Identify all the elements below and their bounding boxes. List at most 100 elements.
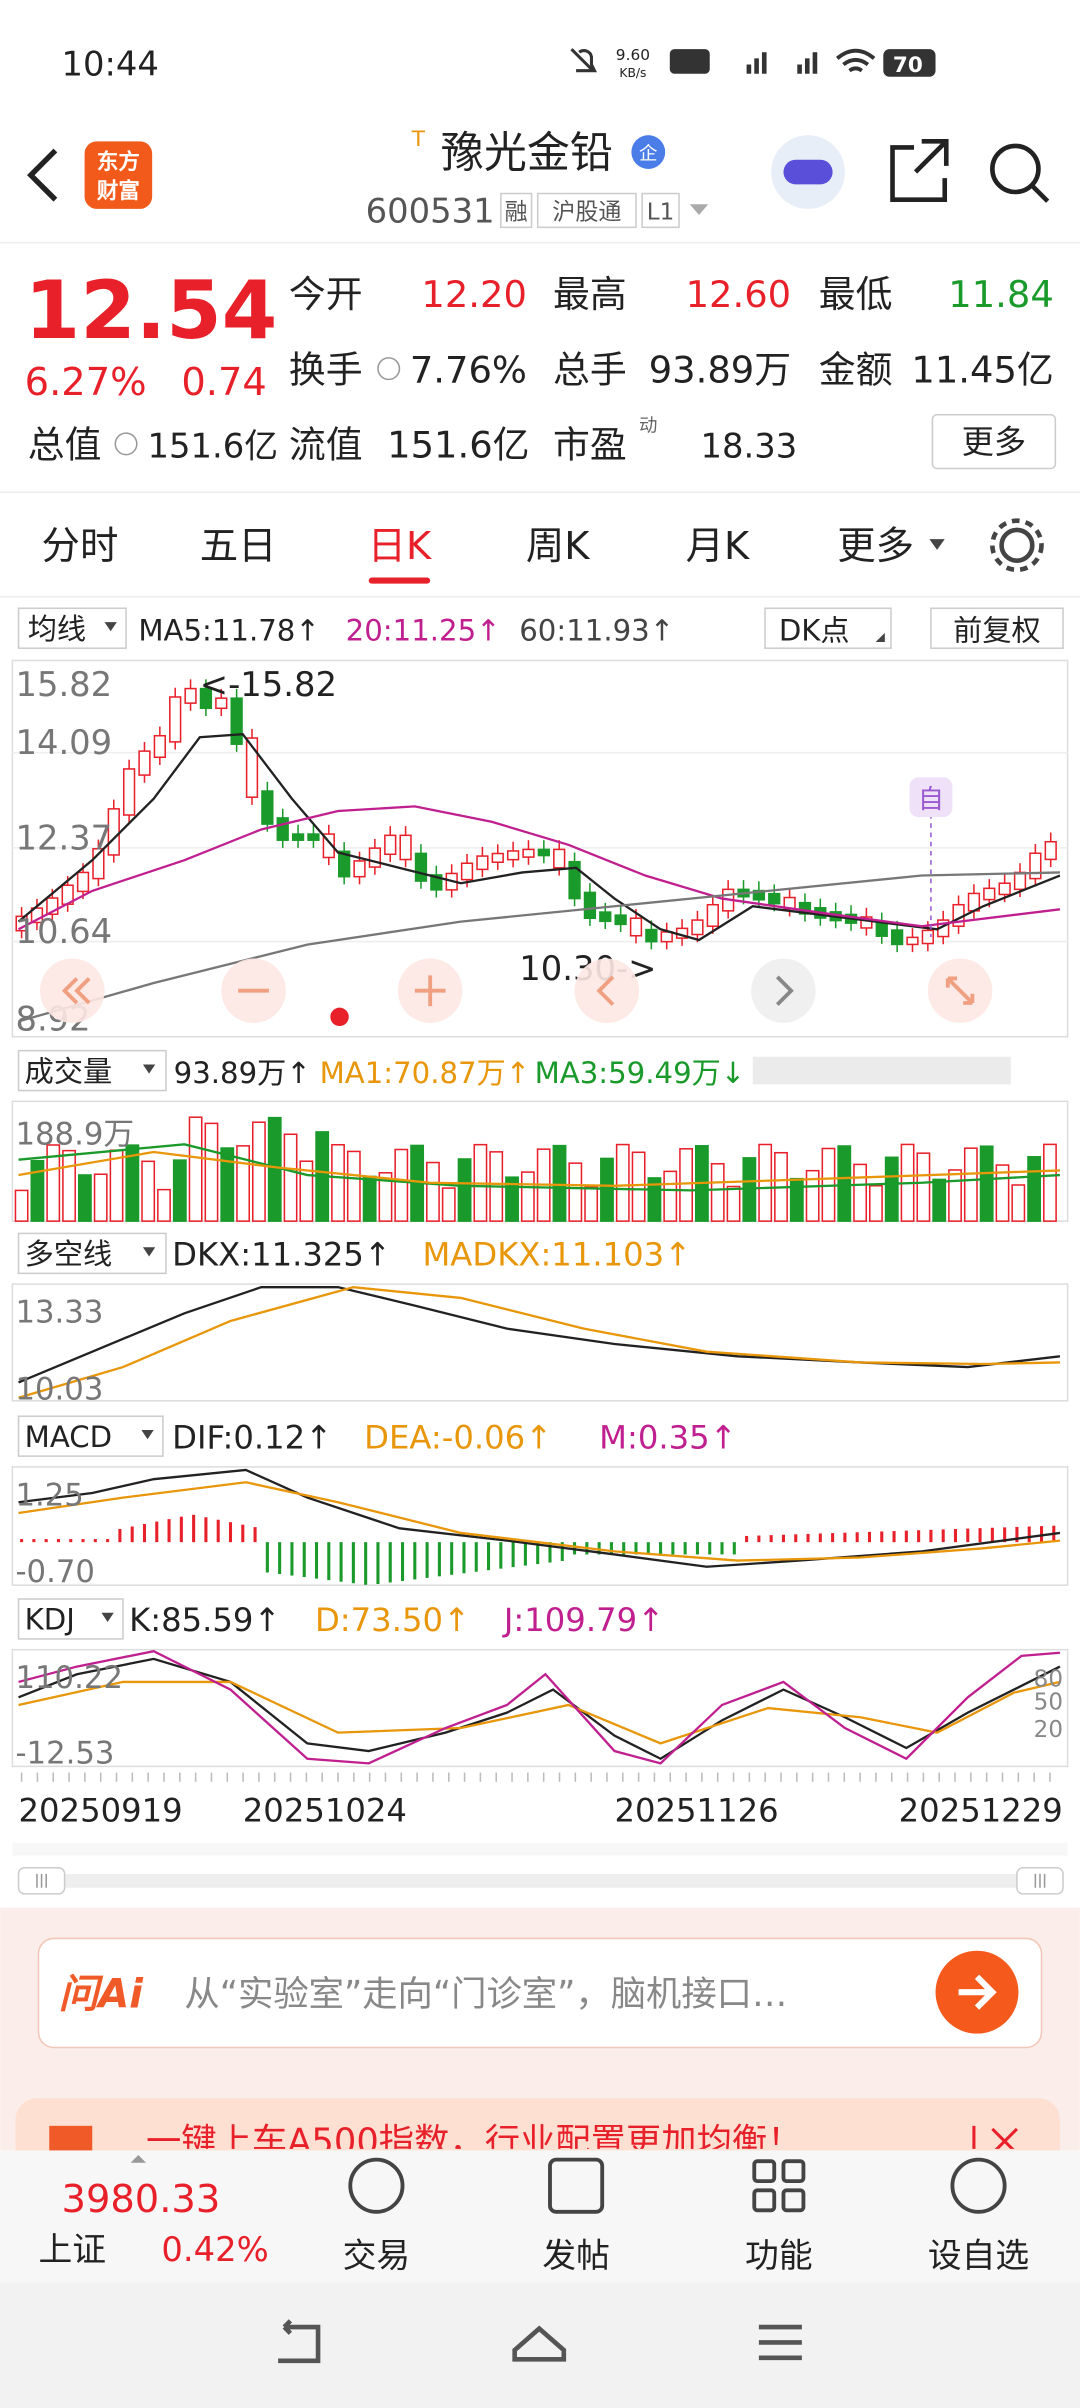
ai-bar[interactable]	[37, 1937, 1043, 2049]
scroll-left[interactable]	[40, 958, 105, 1023]
selector[interactable]	[17, 607, 127, 649]
candle-body	[322, 833, 335, 859]
selector[interactable]	[17, 1415, 164, 1457]
spacer	[12, 1843, 1068, 1856]
prev[interactable]	[574, 958, 640, 1023]
candle-body	[660, 931, 673, 943]
up-mark	[130, 2155, 147, 2163]
flag-box	[500, 192, 533, 229]
ai-prompt: 从“实验室”走向“门诊室”，脑机接口…	[184, 1974, 787, 2015]
indicator-line	[18, 1481, 1061, 1562]
selector-label: 多空线	[25, 1237, 113, 1271]
selector[interactable]	[17, 1232, 167, 1275]
adjust-button[interactable]	[930, 607, 1064, 649]
ma20: 20:11.25↑	[346, 614, 501, 648]
more-button[interactable]	[931, 413, 1057, 470]
settings-button[interactable]	[999, 527, 1035, 563]
index-value[interactable]: 3980.33	[62, 2177, 221, 2222]
flag-box	[641, 192, 680, 229]
back-button[interactable]	[27, 148, 58, 202]
dkx-plot	[18, 1286, 1061, 1399]
y-label: 10.64	[15, 912, 112, 951]
y-label: -0.70	[15, 1554, 94, 1590]
candle-body	[384, 834, 397, 856]
tab[interactable]: 周K	[526, 524, 590, 569]
dropdown-arrow	[141, 1430, 154, 1440]
dropdown-arrow	[689, 204, 709, 216]
t-tag: T	[411, 127, 426, 152]
volume-bar	[679, 1148, 693, 1222]
ma5: MA5:11.78↑	[138, 614, 319, 648]
nav-item[interactable]: 发帖	[542, 2236, 610, 2275]
hd-icon	[669, 49, 710, 74]
candle-body	[614, 914, 627, 926]
icon	[414, 975, 446, 1007]
candle-body	[199, 687, 213, 710]
nav-back[interactable]	[278, 2319, 321, 2364]
y-label: 13.33	[15, 1295, 103, 1331]
marker: 自	[918, 785, 944, 815]
nav-menu[interactable]	[758, 2324, 802, 2361]
divider	[0, 595, 1080, 598]
icon	[958, 1974, 997, 2010]
volume-bar	[789, 1177, 804, 1222]
candle-body	[706, 903, 719, 927]
indicator-line	[18, 1150, 1060, 1187]
dk-button[interactable]	[764, 607, 892, 649]
flag: 融	[505, 200, 528, 226]
tab-underline	[368, 577, 431, 584]
candle-body	[998, 882, 1011, 896]
dropdown-arrow	[104, 622, 117, 632]
scrollbar[interactable]	[18, 1873, 1064, 1888]
volume-bar	[584, 1186, 599, 1222]
selector[interactable]	[17, 1049, 167, 1092]
stock-name: 豫光金铅	[441, 128, 613, 178]
tab[interactable]: 月K	[686, 524, 750, 569]
volume-bar	[726, 1185, 741, 1222]
info-icon[interactable]	[377, 357, 401, 381]
tab-active[interactable]: 日K	[368, 524, 432, 569]
volume-bar	[77, 1174, 92, 1222]
stat-label: 最高	[553, 273, 627, 316]
page-dot	[330, 1007, 349, 1027]
ma60: 60:11.93↑	[519, 614, 674, 648]
nav-item[interactable]: 设自选	[928, 2236, 1029, 2275]
volume-bar	[378, 1172, 393, 1222]
vol-value: 93.89万↑	[174, 1056, 311, 1090]
candle-body	[184, 687, 197, 704]
dropdown-arrow	[101, 1612, 114, 1623]
volume-bar	[267, 1116, 282, 1222]
search-button[interactable]	[990, 143, 1041, 195]
stat-value: 151.6亿	[148, 427, 279, 466]
nav-item[interactable]: 交易	[343, 2236, 411, 2275]
ai-brand: 问Ai	[58, 1972, 144, 2018]
candle-body	[30, 907, 44, 924]
candle-body	[906, 936, 919, 946]
tab[interactable]: 更多	[837, 524, 914, 569]
selector[interactable]	[17, 1598, 124, 1640]
volume-bar	[441, 1187, 456, 1222]
stat-value: 12.20	[421, 273, 527, 316]
nav-home[interactable]	[512, 2325, 567, 2362]
indicator-line	[18, 1680, 1061, 1745]
icon	[61, 977, 91, 1005]
icon	[775, 975, 794, 1006]
nav-item[interactable]: 功能	[745, 2236, 813, 2275]
candle-body	[1013, 871, 1027, 891]
tab[interactable]: 五日	[200, 524, 277, 569]
logo-text: 财富	[97, 178, 140, 204]
share-button[interactable]	[890, 139, 949, 202]
index-change: 0.42%	[161, 2230, 268, 2269]
volume-bar	[125, 1144, 140, 1222]
volume-bar	[1043, 1143, 1057, 1222]
net-speed: 9.60	[616, 46, 650, 64]
search-handle	[1030, 184, 1050, 203]
banner-close[interactable]	[972, 2125, 1019, 2154]
y-label: 12.37	[15, 818, 112, 857]
stat-label: 换手	[289, 348, 363, 391]
next[interactable]	[751, 958, 816, 1023]
info-icon[interactable]	[114, 432, 138, 456]
tab[interactable]: 分时	[42, 524, 119, 569]
date: 20251126	[614, 1792, 778, 1830]
y-label: 14.09	[15, 723, 112, 762]
